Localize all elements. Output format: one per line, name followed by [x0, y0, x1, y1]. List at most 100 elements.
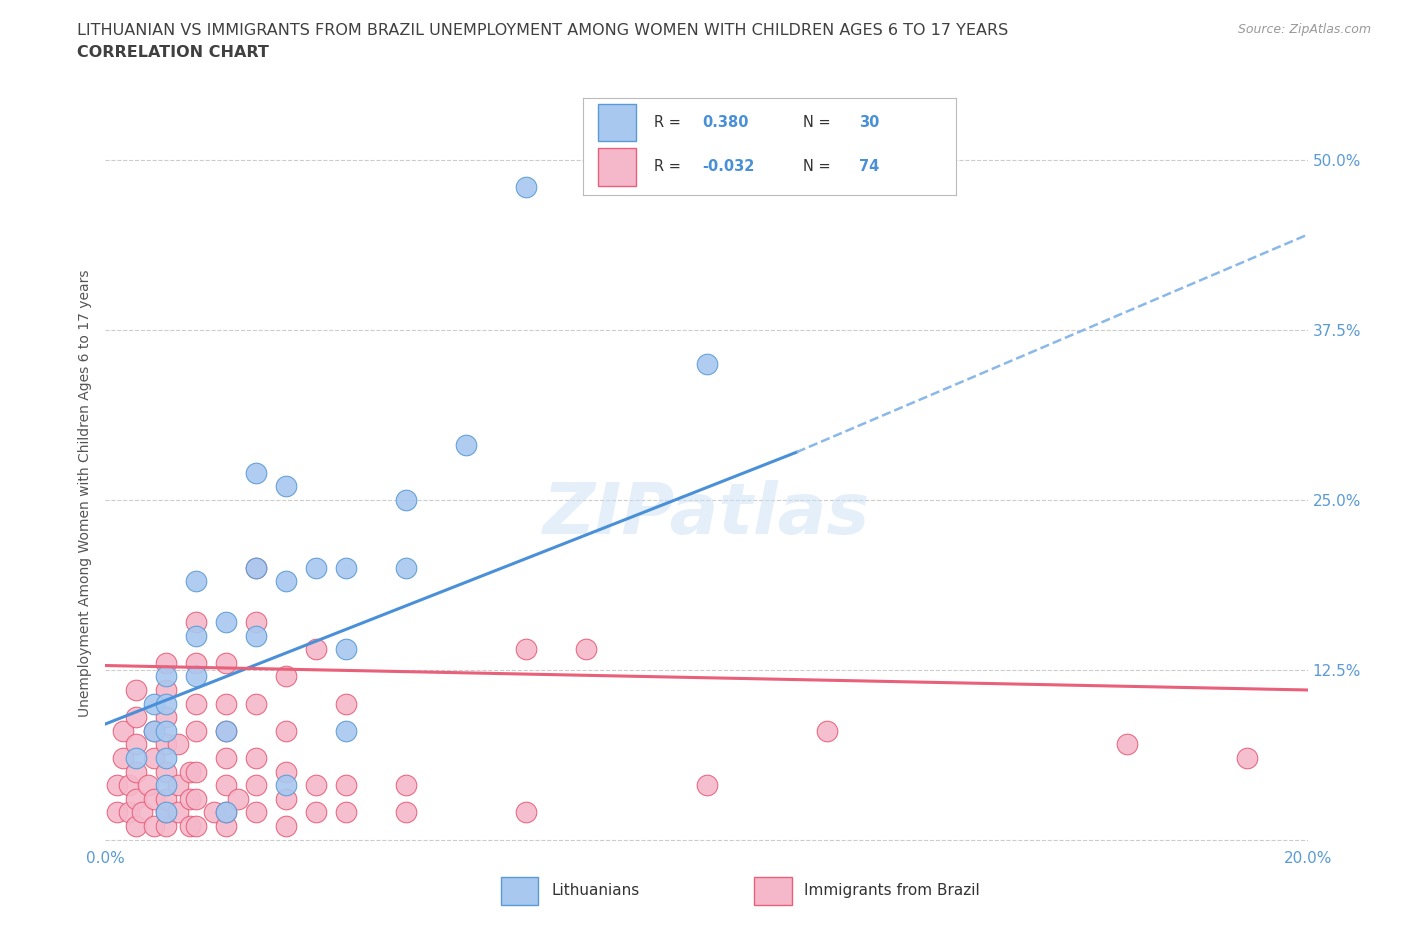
Point: [118, 804, 141, 819]
Point: [155, 737, 177, 751]
Point: [166, 777, 188, 792]
Point: [305, 560, 328, 575]
Point: [142, 697, 165, 711]
Point: [124, 737, 146, 751]
Point: [274, 818, 297, 833]
Point: [155, 710, 177, 724]
Point: [124, 791, 146, 806]
Point: [515, 179, 537, 194]
Point: [245, 697, 267, 711]
Point: [245, 465, 267, 480]
Point: [142, 724, 165, 738]
Point: [214, 724, 236, 738]
Point: [155, 656, 177, 671]
Text: LITHUANIAN VS IMMIGRANTS FROM BRAZIL UNEMPLOYMENT AMONG WOMEN WITH CHILDREN AGES: LITHUANIAN VS IMMIGRANTS FROM BRAZIL UNE…: [77, 23, 1008, 38]
Point: [184, 669, 207, 684]
Point: [179, 764, 201, 779]
Point: [245, 560, 267, 575]
Text: ZIPatlas: ZIPatlas: [543, 480, 870, 549]
Point: [155, 751, 177, 765]
Point: [131, 804, 153, 819]
Point: [1236, 751, 1258, 765]
Point: [335, 642, 357, 657]
Point: [335, 724, 357, 738]
Point: [395, 560, 418, 575]
Point: [179, 791, 201, 806]
FancyBboxPatch shape: [501, 877, 538, 905]
Point: [214, 804, 236, 819]
Point: [245, 751, 267, 765]
Y-axis label: Unemployment Among Women with Children Ages 6 to 17 years: Unemployment Among Women with Children A…: [79, 269, 93, 717]
Point: [107, 777, 129, 792]
Point: [184, 656, 207, 671]
Point: [214, 615, 236, 630]
Point: [335, 777, 357, 792]
Text: Immigrants from Brazil: Immigrants from Brazil: [804, 883, 980, 898]
Point: [179, 818, 201, 833]
Point: [118, 777, 141, 792]
Point: [305, 642, 328, 657]
Point: [515, 804, 537, 819]
Point: [335, 804, 357, 819]
Point: [184, 791, 207, 806]
Point: [124, 818, 146, 833]
Text: 0.380: 0.380: [703, 114, 749, 129]
Point: [155, 777, 177, 792]
Text: 74: 74: [859, 159, 880, 175]
Point: [184, 724, 207, 738]
Point: [184, 764, 207, 779]
Point: [245, 777, 267, 792]
Point: [142, 818, 165, 833]
Point: [214, 656, 236, 671]
Point: [124, 751, 146, 765]
Point: [155, 804, 177, 819]
Point: [395, 492, 418, 507]
Point: [335, 697, 357, 711]
Text: N =: N =: [803, 159, 835, 175]
Point: [274, 574, 297, 589]
Point: [155, 724, 177, 738]
Point: [274, 764, 297, 779]
Point: [395, 804, 418, 819]
Point: [305, 804, 328, 819]
Point: [305, 777, 328, 792]
Point: [1116, 737, 1139, 751]
Text: Source: ZipAtlas.com: Source: ZipAtlas.com: [1237, 23, 1371, 36]
Point: [245, 615, 267, 630]
Point: [696, 356, 718, 371]
Point: [395, 777, 418, 792]
Point: [124, 683, 146, 698]
Point: [214, 751, 236, 765]
Point: [696, 777, 718, 792]
Point: [575, 642, 598, 657]
Point: [136, 777, 159, 792]
Point: [815, 724, 838, 738]
Point: [214, 818, 236, 833]
Point: [155, 804, 177, 819]
Text: N =: N =: [803, 114, 835, 129]
Point: [214, 724, 236, 738]
Text: -0.032: -0.032: [703, 159, 755, 175]
Point: [166, 804, 188, 819]
Point: [184, 697, 207, 711]
Text: CORRELATION CHART: CORRELATION CHART: [77, 45, 269, 60]
Point: [166, 737, 188, 751]
Point: [274, 669, 297, 684]
Point: [155, 818, 177, 833]
Point: [214, 777, 236, 792]
Point: [202, 804, 225, 819]
Point: [142, 791, 165, 806]
Point: [245, 560, 267, 575]
Point: [155, 669, 177, 684]
Point: [112, 724, 135, 738]
Point: [184, 574, 207, 589]
FancyBboxPatch shape: [599, 103, 636, 140]
Point: [107, 804, 129, 819]
Point: [124, 764, 146, 779]
Point: [124, 710, 146, 724]
Point: [335, 560, 357, 575]
Text: Lithuanians: Lithuanians: [551, 883, 640, 898]
Text: 30: 30: [859, 114, 880, 129]
Point: [184, 628, 207, 643]
Point: [274, 479, 297, 494]
